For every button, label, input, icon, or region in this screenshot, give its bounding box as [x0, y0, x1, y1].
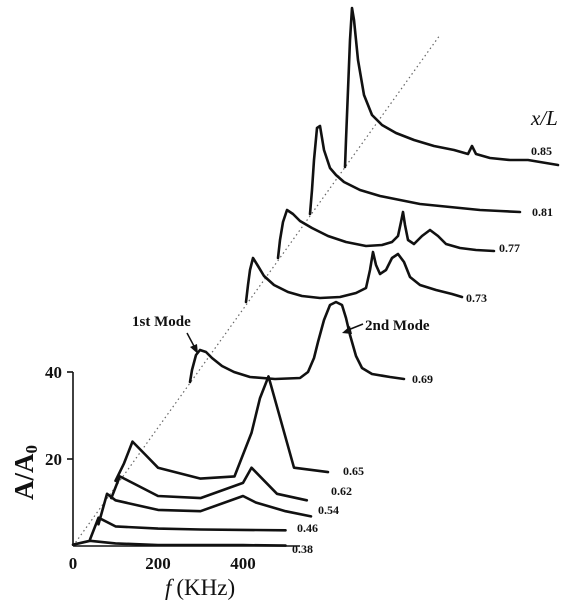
- series-label-0-62: 0.62: [331, 484, 352, 498]
- series-curve-0-62: [110, 466, 309, 502]
- series-curve-0-77: [276, 208, 496, 260]
- series-label-0-77: 0.77: [499, 241, 520, 255]
- series-header-label: x/L: [530, 106, 558, 130]
- series-label-0-81: 0.81: [532, 205, 553, 219]
- first-mode-label: 1st Mode: [132, 314, 191, 330]
- series-label-0-65: 0.65: [343, 464, 364, 478]
- series-curve-0-46: [88, 516, 287, 541]
- x-tick-label: 400: [230, 554, 256, 573]
- second-mode-arrowhead: [342, 326, 352, 334]
- series-curves: [71, 6, 560, 547]
- y-tick-labels: 20 40: [45, 363, 73, 469]
- annotations: 1st Mode 2nd Mode: [132, 314, 430, 354]
- series-curve-0-54: [97, 492, 313, 526]
- y-axis-label-sub: 0: [22, 445, 41, 454]
- mode-diagonal-guide: [72, 34, 441, 547]
- series-label-0-69: 0.69: [412, 372, 433, 386]
- series-curve-0-73: [244, 250, 464, 304]
- series-labels: 0.38 0.460.54 0.62 0.65 0.69 0.73 0.77 0.81 0.85: [292, 144, 553, 556]
- x-axis-label: f (KHz): [165, 575, 235, 600]
- series-curve-0-65: [114, 375, 330, 483]
- x-tick-label: 0: [69, 554, 78, 573]
- series-curve-0-38: [71, 539, 287, 547]
- series-curve-0-81: [308, 124, 522, 216]
- series-label-0-85: 0.85: [531, 144, 552, 158]
- x-axis-label-unit: (KHz): [176, 575, 235, 600]
- x-tick-labels: 0 200 400: [69, 554, 256, 573]
- x-axis-label-var: f: [165, 575, 175, 600]
- series-label-0-73: 0.73: [466, 291, 487, 305]
- series-label-0-46: 0.46: [297, 521, 318, 535]
- first-mode-arrowhead: [190, 344, 198, 354]
- y-tick-label: 20: [45, 450, 62, 469]
- second-mode-label: 2nd Mode: [365, 318, 430, 334]
- series-label-0-38: 0.38: [292, 542, 313, 556]
- series-label-0-54: 0.54: [318, 503, 339, 517]
- y-axis-label-main: A/A: [9, 453, 39, 500]
- y-tick-label: 40: [45, 363, 62, 382]
- y-axis-label: A/A0: [9, 445, 41, 500]
- axes: [72, 34, 441, 547]
- series-curve-0-85: [343, 6, 560, 169]
- x-tick-label: 200: [145, 554, 171, 573]
- series-curve-0-69: [188, 300, 406, 384]
